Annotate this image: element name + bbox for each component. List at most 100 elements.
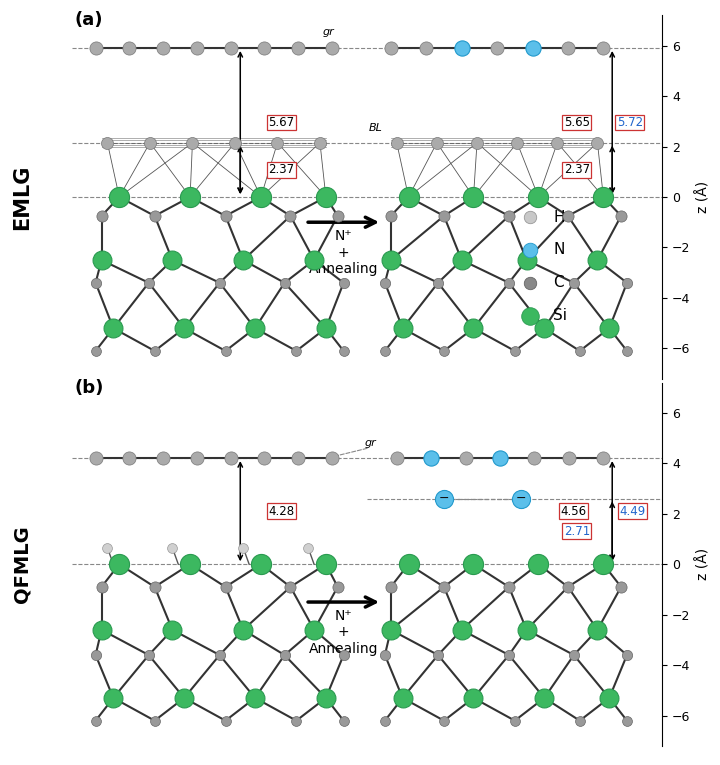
Point	[523, 277, 535, 289]
Y-axis label: z (Å): z (Å)	[696, 549, 711, 580]
Point	[90, 452, 102, 464]
Point	[90, 42, 102, 54]
Point	[385, 210, 397, 222]
Text: −: −	[516, 492, 526, 505]
Point	[592, 623, 603, 636]
Point	[385, 581, 397, 593]
Point	[574, 715, 585, 727]
Point	[90, 715, 102, 727]
Point	[494, 452, 505, 464]
Point	[533, 191, 544, 203]
Point	[472, 137, 483, 149]
Point	[468, 191, 480, 203]
Text: N: N	[553, 243, 564, 258]
Text: gr: gr	[364, 438, 376, 448]
Text: 5.72: 5.72	[617, 116, 643, 129]
Point	[279, 277, 290, 289]
Point	[166, 623, 178, 636]
Point	[574, 345, 585, 357]
Point	[598, 42, 609, 54]
Point	[149, 715, 161, 727]
Point	[509, 345, 521, 357]
Point	[292, 42, 304, 54]
Point	[143, 649, 155, 661]
Point	[225, 452, 236, 464]
Point	[379, 715, 391, 727]
Point	[598, 191, 609, 203]
Point	[124, 42, 135, 54]
Text: gr: gr	[323, 28, 335, 37]
Point	[503, 649, 515, 661]
Text: 2.71: 2.71	[564, 525, 590, 538]
Point	[511, 137, 523, 149]
Point	[238, 623, 249, 636]
Point	[438, 493, 450, 505]
Point	[603, 322, 615, 334]
Point	[332, 210, 343, 222]
Point	[621, 649, 633, 661]
Point	[527, 42, 539, 54]
Point	[102, 542, 113, 554]
Point	[158, 452, 169, 464]
Point	[385, 42, 397, 54]
Point	[397, 692, 408, 704]
Y-axis label: z (Å): z (Å)	[696, 181, 711, 213]
Point	[385, 623, 397, 636]
Point	[438, 345, 450, 357]
Point	[563, 452, 575, 464]
Point	[562, 42, 574, 54]
Point	[521, 623, 532, 636]
Point	[320, 558, 332, 571]
Text: N⁺
+
Annealing: N⁺ + Annealing	[309, 230, 378, 275]
Point	[431, 137, 443, 149]
Point	[503, 581, 515, 593]
Point	[179, 322, 190, 334]
Point	[158, 42, 169, 54]
Point	[468, 558, 480, 571]
Point	[320, 322, 332, 334]
Point	[338, 277, 349, 289]
Point	[432, 649, 444, 661]
Text: −: −	[438, 492, 449, 505]
Point	[302, 542, 314, 554]
Point	[391, 137, 402, 149]
Point	[90, 277, 102, 289]
Text: H: H	[553, 210, 564, 225]
Point	[114, 191, 125, 203]
Point	[308, 623, 320, 636]
Point	[523, 310, 535, 322]
Point	[438, 715, 450, 727]
Point	[279, 649, 290, 661]
Point	[592, 254, 603, 266]
Point	[379, 345, 391, 357]
Point	[258, 452, 270, 464]
Point	[523, 244, 535, 256]
Point	[468, 322, 480, 334]
Point	[249, 322, 261, 334]
Point	[220, 581, 231, 593]
Point	[186, 137, 198, 149]
Point	[456, 254, 467, 266]
Point	[616, 581, 627, 593]
Text: (b): (b)	[75, 379, 104, 396]
Point	[523, 211, 535, 223]
Point	[214, 649, 225, 661]
Point	[456, 42, 467, 54]
Point	[214, 277, 225, 289]
Point	[338, 345, 349, 357]
Point	[592, 137, 603, 149]
Point	[124, 452, 135, 464]
Text: C: C	[553, 275, 564, 290]
Text: (a): (a)	[75, 11, 104, 29]
Point	[314, 137, 325, 149]
Point	[166, 542, 178, 554]
Point	[468, 692, 480, 704]
Point	[426, 452, 437, 464]
Point	[149, 581, 161, 593]
Point	[503, 210, 515, 222]
Point	[568, 649, 580, 661]
Point	[96, 254, 107, 266]
Point	[568, 277, 580, 289]
Text: Si: Si	[553, 308, 567, 323]
Point	[432, 277, 444, 289]
